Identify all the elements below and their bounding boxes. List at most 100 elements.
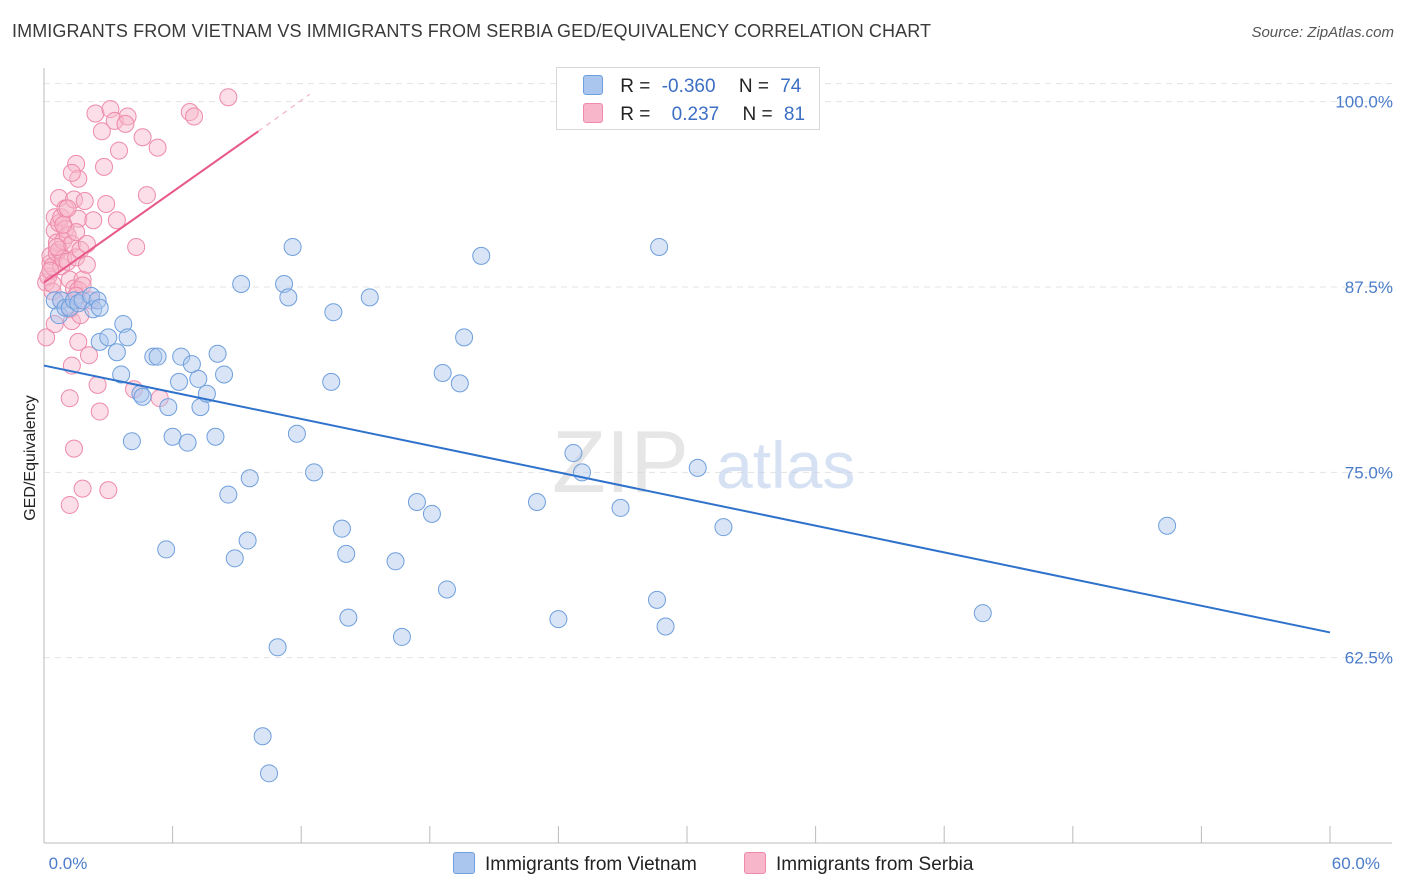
vietnam-point xyxy=(219,485,238,504)
serbia-point xyxy=(107,211,126,230)
vietnam-point xyxy=(268,638,287,657)
chart-title: IMMIGRANTS FROM VIETNAM VS IMMIGRANTS FR… xyxy=(12,21,932,41)
vietnam-point xyxy=(433,363,452,382)
serbia-point xyxy=(45,315,64,334)
vietnam-point xyxy=(455,328,474,347)
vietnam-point xyxy=(656,617,675,636)
vietnam-point xyxy=(112,365,131,384)
vietnam-point xyxy=(118,328,137,347)
serbia-point xyxy=(127,237,146,256)
serbia-point xyxy=(62,163,81,182)
serbia-trend-extension xyxy=(257,93,311,132)
x-tick-label: 0.0% xyxy=(49,854,88,873)
vietnam-point xyxy=(170,372,189,391)
serbia-point xyxy=(60,495,79,514)
serbia-point xyxy=(65,439,84,458)
vietnam-point xyxy=(564,444,583,463)
vietnam-r-label: R = xyxy=(620,76,651,97)
vietnam-point xyxy=(650,237,669,256)
serbia-point xyxy=(90,402,109,421)
tick-labels: 100.0% 87.5% 75.0% 62.5% 0.0% 60.0% GED/Equiva… xyxy=(22,93,1393,873)
vietnam-point xyxy=(611,498,630,517)
vietnam-point xyxy=(178,433,197,452)
vietnam-point xyxy=(232,275,251,294)
serbia-point xyxy=(43,275,62,294)
vietnam-point xyxy=(159,398,178,417)
vietnam-point xyxy=(360,288,379,307)
vietnam-point xyxy=(260,764,279,783)
serbia-point xyxy=(118,107,137,126)
legend-item-vietnam: Immigrants from Vietnam xyxy=(453,852,697,878)
watermark-atlas: atlas xyxy=(716,428,855,502)
serbia-point xyxy=(58,199,77,218)
vietnam-point xyxy=(287,424,306,443)
stats-legend: R = -0.360 N = 74 R = 0.237 N = 81 xyxy=(556,67,820,130)
vietnam-point xyxy=(1158,516,1177,535)
vietnam-point xyxy=(549,610,568,629)
vietnam-point xyxy=(122,432,141,451)
serbia-r-label: R = xyxy=(620,104,651,125)
vietnam-point xyxy=(88,291,107,310)
stats-row-serbia: R = 0.237 N = 81 xyxy=(583,103,805,127)
vietnam-point xyxy=(527,492,546,511)
vietnam-point xyxy=(279,288,298,307)
vietnam-point xyxy=(172,347,191,366)
vietnam-point xyxy=(144,347,163,366)
vietnam-point xyxy=(337,544,356,563)
stats-row-vietnam: R = -0.360 N = 74 xyxy=(583,75,801,99)
serbia-point xyxy=(133,128,152,147)
vietnam-n-label: N = xyxy=(738,76,769,97)
serbia-point xyxy=(137,186,156,205)
y-tick-label: 75.0% xyxy=(1345,463,1393,482)
vietnam-point xyxy=(973,604,992,623)
serbia-point xyxy=(77,234,96,253)
serbia-point xyxy=(47,233,66,252)
vietnam-point xyxy=(688,458,707,477)
vietnam-point xyxy=(215,365,234,384)
serbia-point xyxy=(47,237,66,256)
serbia-trend-line xyxy=(43,130,259,284)
serbia-point xyxy=(84,211,103,230)
vietnam-point xyxy=(472,246,491,265)
serbia-point xyxy=(58,252,77,271)
vietnam-point xyxy=(332,519,351,538)
vietnam-point xyxy=(339,608,358,627)
vietnam-point xyxy=(240,469,259,488)
vietnam-point xyxy=(275,275,294,294)
legend-serbia-label: Immigrants from Serbia xyxy=(776,854,974,875)
serbia-point xyxy=(73,270,92,289)
serbia-point xyxy=(110,141,129,160)
serbia-swatch xyxy=(583,103,603,123)
serbia-point xyxy=(219,88,238,107)
serbia-point xyxy=(97,194,116,213)
vietnam-trend-line xyxy=(43,364,1331,634)
vietnam-point xyxy=(208,344,227,363)
vietnam-point xyxy=(238,531,257,550)
vietnam-point xyxy=(714,518,733,537)
vietnam-points xyxy=(45,237,1177,783)
serbia-point xyxy=(73,479,92,498)
vietnam-point xyxy=(647,590,666,609)
vietnam-point xyxy=(225,549,244,568)
serbia-n-value: 81 xyxy=(783,104,806,125)
x-tick-label: 60.0% xyxy=(1332,854,1380,873)
serbia-point xyxy=(77,255,96,274)
y-tick-label: 87.5% xyxy=(1345,278,1393,297)
y-axis-title: GED/Equivalency xyxy=(22,395,39,520)
serbia-point xyxy=(148,138,167,157)
vietnam-point xyxy=(392,627,411,646)
serbia-point xyxy=(60,389,79,408)
vietnam-point xyxy=(148,347,167,366)
serbia-point xyxy=(86,104,105,123)
serbia-r-value: 0.237 xyxy=(671,104,720,125)
serbia-point xyxy=(54,215,73,234)
vietnam-point xyxy=(45,291,64,310)
vietnam-point xyxy=(163,427,182,446)
source-label: Source: ZipAtlas.com xyxy=(1251,24,1394,41)
legend-item-serbia: Immigrants from Serbia xyxy=(744,852,973,878)
serbia-n-label: N = xyxy=(742,104,773,125)
serbia-point xyxy=(116,114,135,133)
vietnam-point xyxy=(437,580,456,599)
vietnam-point xyxy=(107,343,126,362)
vietnam-point xyxy=(50,306,69,325)
